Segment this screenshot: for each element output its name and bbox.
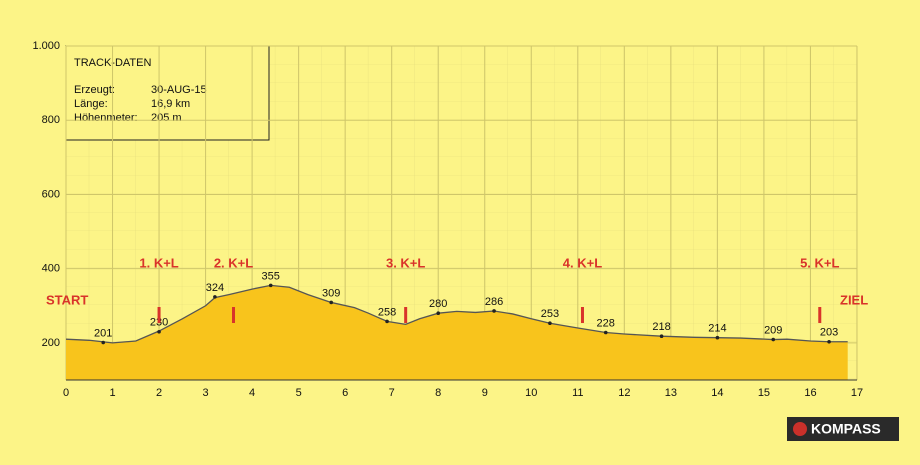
info-value: 16,9 km (151, 98, 190, 110)
info-value: 205 m (151, 112, 182, 124)
point-marker (101, 340, 106, 345)
point-label: 209 (764, 324, 782, 336)
point-marker (213, 295, 217, 299)
y-tick-label: 200 (42, 337, 60, 349)
x-tick-label: 6 (342, 387, 348, 399)
point-label: 258 (378, 306, 396, 318)
y-tick-label: 600 (42, 188, 60, 200)
point-marker (548, 321, 552, 326)
x-tick-label: 14 (711, 387, 723, 399)
point-marker (436, 311, 441, 316)
info-key: Länge: (74, 98, 108, 110)
point-label: 214 (708, 323, 726, 335)
info-value: 30-AUG-15 (151, 84, 207, 96)
station: 5. K+L (800, 255, 839, 270)
start-label: START (46, 292, 88, 307)
point-marker (268, 283, 273, 288)
x-tick-label: 7 (389, 387, 395, 399)
point-marker (771, 337, 776, 342)
point-marker (715, 335, 720, 340)
point-label: 355 (262, 270, 280, 282)
point-label: 309 (322, 287, 340, 299)
point-label: 280 (429, 298, 447, 310)
y-tick-label: 1.000 (32, 40, 60, 52)
logo-text: KOMPASS (811, 421, 881, 437)
station: 1. K+L (139, 255, 178, 270)
x-tick-label: 0 (63, 387, 69, 399)
info-key: Erzeugt: (74, 84, 115, 96)
info-key: Höhenmeter: (74, 112, 138, 124)
point-label: 203 (820, 327, 838, 339)
x-tick-label: 15 (758, 387, 770, 399)
station-marker (818, 307, 822, 323)
point-label: 201 (94, 327, 112, 339)
end-label: ZIEL (840, 292, 868, 307)
point-label: 228 (597, 317, 615, 329)
x-tick-label: 10 (525, 387, 537, 399)
station-marker (404, 307, 408, 323)
x-tick-label: 8 (435, 387, 441, 399)
profile-line (65, 284, 848, 344)
x-tick-label: 17 (851, 387, 863, 399)
point-marker (157, 329, 161, 334)
station-marker (580, 307, 584, 323)
point-label: 218 (652, 321, 670, 333)
station-marker (157, 307, 161, 323)
x-tick-label: 2 (156, 387, 162, 399)
x-tick-label: 12 (618, 387, 630, 399)
y-tick-label: 400 (42, 263, 60, 275)
y-tick-label: 800 (42, 114, 60, 126)
area (66, 285, 848, 380)
x-tick-label: 13 (665, 387, 677, 399)
point-marker (659, 334, 664, 339)
station-marker (232, 307, 236, 323)
point-marker (827, 339, 831, 344)
point-label: 324 (206, 282, 224, 294)
point-marker (329, 300, 334, 305)
x-tick-label: 11 (572, 387, 583, 399)
station: 3. K+L (386, 255, 425, 270)
logo-icon (793, 422, 807, 436)
station: 4. K+L (563, 255, 602, 270)
x-tick-label: 3 (203, 387, 209, 399)
point-marker (603, 330, 608, 335)
point-marker (492, 309, 496, 313)
x-tick-label: 1 (109, 387, 115, 399)
info-frame (65, 45, 270, 141)
x-tick-label: 5 (296, 387, 302, 399)
point-marker (385, 319, 389, 324)
station: 2. K+L (214, 255, 253, 270)
x-tick-label: 9 (482, 387, 488, 399)
point-label: 286 (485, 296, 503, 308)
x-tick-label: 16 (804, 387, 816, 399)
point-label: 253 (541, 308, 559, 320)
x-tick-label: 4 (249, 387, 255, 399)
logo: KOMPASS (787, 417, 899, 441)
